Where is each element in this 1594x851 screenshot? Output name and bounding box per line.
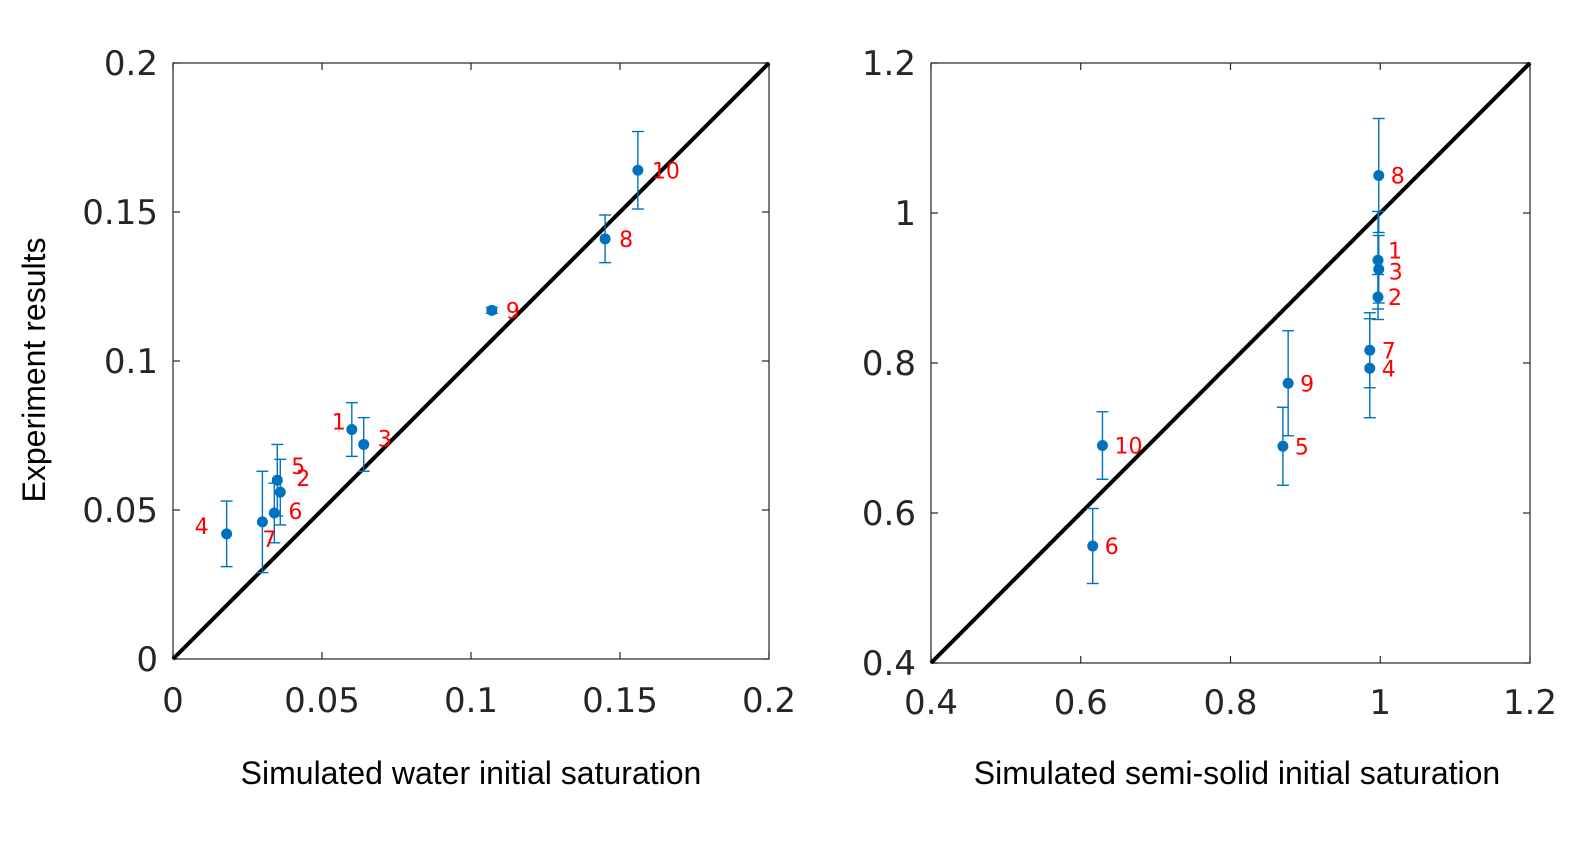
x-tick-label: 1 bbox=[1369, 683, 1391, 723]
data-point-2 bbox=[1372, 291, 1384, 303]
data-point-6 bbox=[1087, 540, 1099, 552]
identity-line bbox=[929, 61, 1532, 665]
data-point-3 bbox=[358, 438, 370, 450]
x-tick-label: 0.4 bbox=[904, 683, 958, 723]
data-point-5 bbox=[271, 474, 283, 486]
point-label-9: 9 bbox=[1300, 372, 1314, 397]
point-label-7: 7 bbox=[1382, 339, 1396, 364]
data-point-10 bbox=[632, 164, 644, 176]
data-point-6 bbox=[268, 507, 280, 519]
point-label-1: 1 bbox=[1388, 239, 1402, 264]
data-point-8 bbox=[599, 233, 611, 245]
y-tick-label: 0.1 bbox=[104, 342, 158, 382]
left-scatter-panel: Simulated water initial saturation Exper… bbox=[16, 44, 796, 791]
y-tick-label: 0.4 bbox=[862, 644, 916, 684]
y-tick-label: 1 bbox=[894, 194, 916, 234]
data-point-4 bbox=[221, 528, 233, 540]
identity-line bbox=[171, 61, 771, 661]
y-tick-label: 0.8 bbox=[862, 344, 916, 384]
point-label-6: 6 bbox=[288, 500, 302, 525]
point-label-3: 3 bbox=[1389, 260, 1403, 285]
data-point-7 bbox=[1364, 344, 1376, 356]
point-label-6: 6 bbox=[1105, 535, 1119, 560]
point-label-2: 2 bbox=[1388, 286, 1402, 311]
data-point-1 bbox=[346, 424, 358, 436]
data-point-5 bbox=[1277, 440, 1289, 452]
x-tick-label: 0.05 bbox=[284, 681, 360, 721]
y-tick-label: 0.05 bbox=[82, 491, 158, 531]
point-label-1: 1 bbox=[332, 411, 346, 436]
x-tick-label: 0 bbox=[162, 681, 184, 721]
data-point-1 bbox=[1372, 254, 1384, 266]
x-tick-label: 0.8 bbox=[1203, 683, 1257, 723]
data-point-2 bbox=[274, 486, 286, 498]
x-tick-label: 0.6 bbox=[1054, 683, 1108, 723]
data-point-8 bbox=[1373, 170, 1385, 181]
y-tick-label: 1.2 bbox=[862, 44, 916, 84]
y-tick-label: 0.15 bbox=[82, 193, 158, 233]
x-tick-label: 0.15 bbox=[582, 681, 658, 721]
point-label-9: 9 bbox=[506, 299, 520, 324]
data-point-7 bbox=[256, 516, 268, 528]
y-tick-label: 0.6 bbox=[862, 494, 916, 534]
point-label-10: 10 bbox=[652, 159, 680, 184]
point-label-5: 5 bbox=[1295, 435, 1309, 460]
point-label-3: 3 bbox=[378, 427, 392, 452]
right-x-axis-label: Simulated semi-solid initial saturation bbox=[974, 755, 1500, 791]
point-label-2: 2 bbox=[296, 467, 310, 492]
left-x-axis-label: Simulated water initial saturation bbox=[241, 755, 702, 791]
x-tick-label: 1.2 bbox=[1503, 683, 1557, 723]
left-y-axis-label: Experiment results bbox=[16, 238, 52, 503]
point-label-7: 7 bbox=[262, 528, 276, 553]
right-scatter-panel: Simulated semi-solid initial saturation … bbox=[862, 44, 1557, 791]
point-label-4: 4 bbox=[195, 515, 209, 540]
data-point-10 bbox=[1096, 440, 1108, 451]
y-tick-label: 0.2 bbox=[104, 44, 158, 84]
x-tick-label: 0.1 bbox=[444, 681, 498, 721]
data-point-3 bbox=[1373, 263, 1385, 275]
x-tick-label: 0.2 bbox=[742, 681, 796, 721]
y-tick-label: 0 bbox=[136, 640, 158, 680]
data-point-9 bbox=[486, 304, 498, 316]
point-label-4: 4 bbox=[1382, 357, 1396, 382]
point-label-5: 5 bbox=[291, 455, 305, 480]
point-label-8: 8 bbox=[619, 228, 633, 253]
point-label-8: 8 bbox=[1391, 165, 1405, 190]
data-point-9 bbox=[1282, 377, 1294, 389]
point-label-10: 10 bbox=[1114, 435, 1142, 460]
